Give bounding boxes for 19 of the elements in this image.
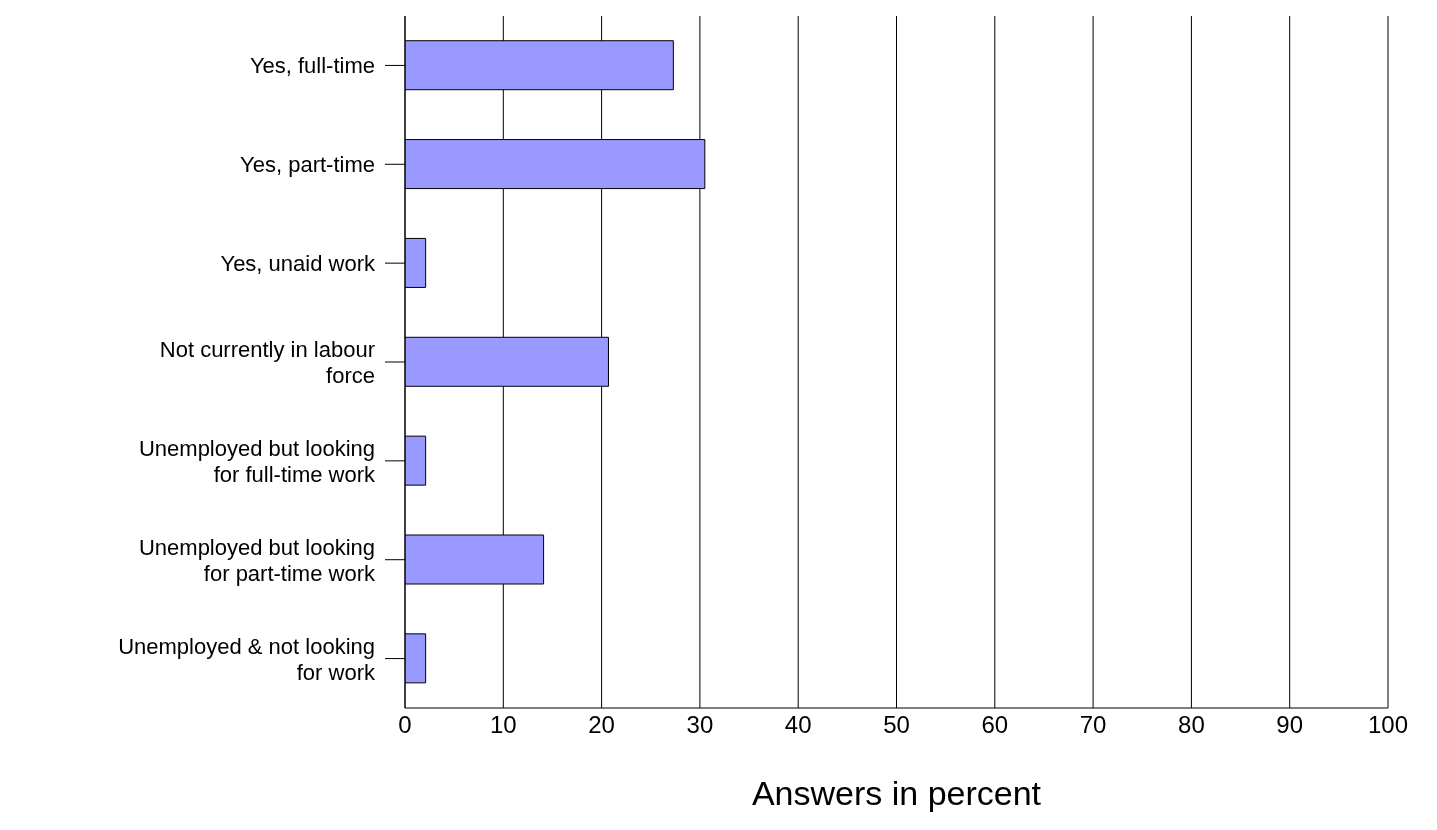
y-tick-label: Yes, unaid work (220, 250, 376, 276)
x-tick-label: 80 (1178, 711, 1205, 739)
y-tick-label: Unemployed but looking for part-time work (138, 534, 376, 586)
x-tick-label: 30 (686, 711, 714, 739)
x-tick-label: 50 (883, 711, 910, 739)
x-axis-title: Answers in percent (751, 774, 1042, 812)
x-tick-label: 0 (398, 711, 412, 739)
x-tick-label: 90 (1276, 711, 1304, 739)
x-tick-label: 40 (784, 711, 812, 739)
y-tick-label: Not currently in labour force (159, 336, 375, 388)
y-tick-label: Yes, full-time (249, 52, 375, 78)
y-tick-label: Yes, part-time (240, 151, 375, 177)
y-tick-label: Unemployed & not looking for work (118, 633, 376, 685)
y-tick-label: Unemployed but looking for full-time work (138, 435, 376, 487)
x-tick-label: 70 (1079, 711, 1107, 739)
x-tick-label: 100 (1367, 711, 1409, 739)
x-tick-label: 20 (588, 711, 615, 739)
x-tick-label: 60 (981, 711, 1009, 739)
x-tick-label: 10 (489, 711, 517, 739)
